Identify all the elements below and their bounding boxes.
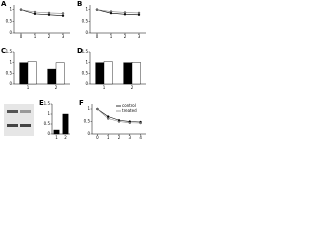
x-tick-label: 2 — [64, 135, 67, 140]
blot-band — [7, 110, 18, 113]
x-tick-label: 0 — [96, 135, 99, 140]
blot-background — [4, 104, 34, 136]
y-tick-label: 0 — [47, 131, 50, 136]
panel-label: F — [79, 99, 84, 107]
x-tick-label: 2 — [118, 135, 121, 140]
x-tick-label: 2 — [124, 34, 127, 39]
point — [95, 8, 99, 11]
point — [61, 14, 65, 17]
x-tick-label: 3 — [62, 34, 65, 39]
y-tick-label: 0 — [87, 131, 90, 136]
bar — [95, 62, 105, 85]
x-tick-label: 1 — [103, 85, 106, 90]
y-tick-label: 1.5 — [44, 101, 51, 106]
series-line — [96, 9, 140, 14]
x-tick-label: 3 — [138, 34, 141, 39]
point — [47, 13, 51, 16]
bar — [131, 62, 141, 85]
y-tick-label: 0.5 — [6, 18, 13, 23]
blot-band — [20, 124, 31, 127]
y-tick-label: 0 — [9, 81, 12, 86]
point — [123, 13, 127, 16]
blot-band — [20, 110, 31, 113]
x-tick-label: 0 — [20, 34, 23, 39]
x-tick-label: 0 — [96, 34, 99, 39]
point — [47, 11, 51, 15]
panel-label: C — [1, 47, 6, 55]
point — [137, 11, 141, 15]
bar — [19, 62, 29, 85]
y-tick-label: 0.5 — [84, 119, 91, 124]
x-tick-label: 1 — [34, 34, 37, 39]
point — [109, 10, 113, 13]
series-line — [96, 9, 140, 16]
y-tick-label: 1 — [9, 60, 12, 65]
bar — [55, 62, 65, 85]
y-tick-label: 1 — [85, 7, 88, 12]
y-tick-label: 0.5 — [6, 70, 13, 75]
point — [33, 12, 37, 16]
x-tick-label: 4 — [139, 135, 142, 140]
x-tick-label: 1 — [27, 85, 30, 90]
x-tick-label: 2 — [48, 34, 51, 39]
point — [107, 115, 110, 118]
point — [107, 117, 110, 120]
point — [33, 10, 37, 14]
y-tick-label: 0 — [85, 81, 88, 86]
panel-label: D — [77, 47, 83, 55]
bar — [27, 61, 37, 85]
bar — [62, 113, 69, 135]
point — [123, 11, 127, 14]
point — [137, 13, 141, 16]
point — [96, 107, 99, 111]
bar — [53, 129, 60, 135]
point — [139, 121, 142, 125]
y-tick-label: 0 — [9, 30, 12, 35]
x-tick-label: 2 — [131, 85, 134, 90]
y-tick-label: 1 — [87, 106, 90, 111]
y-tick-label: 1 — [47, 111, 50, 116]
series-line — [20, 9, 64, 17]
y-tick-label: 1 — [9, 7, 12, 12]
bar — [47, 68, 57, 85]
y-tick-label: 1.5 — [82, 49, 89, 54]
point — [117, 120, 121, 123]
y-tick-label: 1 — [85, 60, 88, 65]
x-tick-label: 2 — [55, 85, 58, 90]
blot-band — [7, 124, 18, 127]
point — [61, 12, 65, 15]
x-tick-label: 1 — [55, 135, 58, 140]
series-line — [20, 9, 64, 14]
point — [19, 8, 23, 11]
western-blot — [4, 104, 34, 136]
legend-label: control — [122, 103, 136, 108]
panel-label: A — [1, 0, 7, 8]
bar — [123, 62, 133, 85]
y-tick-label: 0.5 — [82, 70, 89, 75]
y-tick-label: 0.5 — [82, 18, 89, 23]
x-tick-label: 3 — [129, 135, 132, 140]
y-tick-label: 1.5 — [6, 49, 13, 54]
point — [128, 121, 131, 124]
y-tick-label: 0 — [85, 30, 88, 35]
y-tick-label: 0.5 — [44, 121, 51, 126]
x-tick-label: 1 — [107, 135, 110, 140]
legend-label: treated — [122, 108, 137, 113]
panel-label: B — [77, 0, 82, 8]
x-tick-label: 1 — [110, 34, 113, 39]
bar — [103, 61, 113, 85]
panel-label: E — [39, 99, 44, 107]
